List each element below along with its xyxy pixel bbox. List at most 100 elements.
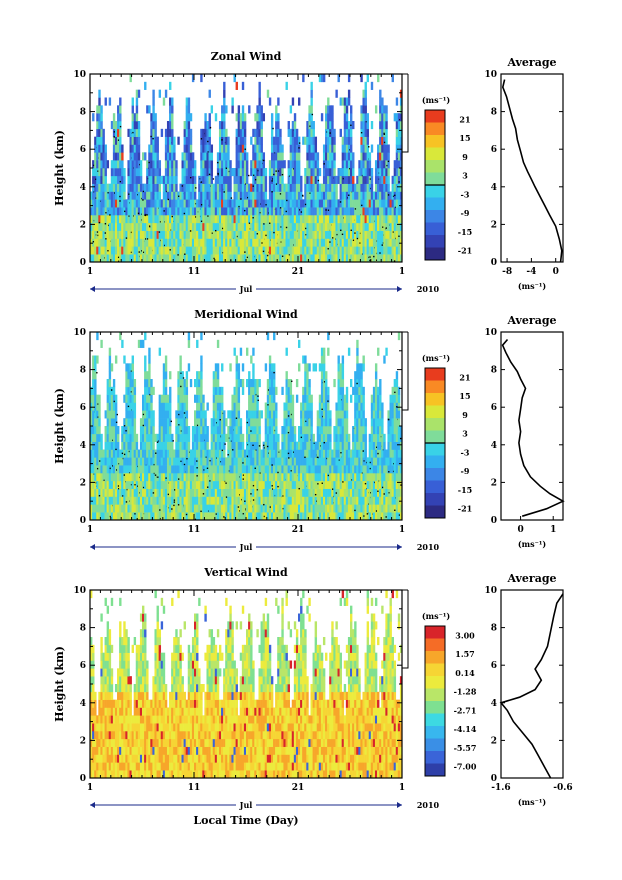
heatmap-cell bbox=[254, 418, 256, 426]
heatmap-cell bbox=[223, 504, 225, 512]
heatmap-cell bbox=[223, 90, 225, 98]
heatmap-cell bbox=[258, 215, 260, 223]
heatmap-cell bbox=[161, 489, 163, 497]
heatmap-cell bbox=[321, 113, 323, 121]
heatmap-cell bbox=[154, 152, 156, 160]
heatmap-cell bbox=[169, 512, 171, 520]
heatmap-cell bbox=[271, 457, 273, 465]
heatmap-cell bbox=[331, 199, 333, 207]
stipple-dot bbox=[253, 485, 254, 486]
heatmap-cell bbox=[113, 207, 115, 215]
heatmap-cell bbox=[306, 176, 308, 184]
heatmap-cell bbox=[186, 418, 188, 426]
heatmap-cell bbox=[310, 231, 312, 239]
heatmap-cell bbox=[306, 160, 308, 168]
heatmap-cell bbox=[154, 168, 156, 176]
colorbar-segment bbox=[425, 235, 445, 248]
heatmap-cell bbox=[242, 442, 244, 450]
heatmap-cell bbox=[242, 473, 244, 481]
heatmap-cell bbox=[109, 450, 111, 458]
stipple-dot bbox=[128, 194, 129, 195]
heatmap-cell bbox=[209, 152, 211, 160]
heatmap-cell bbox=[202, 410, 204, 418]
heatmap-cell bbox=[344, 129, 346, 137]
heatmap-cell bbox=[198, 192, 200, 200]
heatmap-cell bbox=[113, 223, 115, 231]
heatmap-cell bbox=[288, 192, 290, 200]
heatmap-cell bbox=[308, 387, 310, 395]
heatmap-cell bbox=[182, 246, 184, 254]
heatmap-cell bbox=[171, 481, 173, 489]
heatmap-cell bbox=[163, 426, 165, 434]
heatmap-cell bbox=[306, 387, 308, 395]
stipple-dot bbox=[280, 193, 281, 194]
heatmap-cell bbox=[263, 246, 265, 254]
heatmap-cell bbox=[379, 121, 381, 129]
heatmap-cell bbox=[217, 379, 219, 387]
heatmap-cell bbox=[321, 481, 323, 489]
heatmap-cell bbox=[250, 356, 252, 364]
heatmap-cell bbox=[327, 121, 329, 129]
heatmap-cell bbox=[292, 465, 294, 473]
heatmap-cell bbox=[117, 168, 119, 176]
heatmap-cell bbox=[132, 363, 134, 371]
heatmap-cell bbox=[298, 98, 300, 106]
heatmap-cell bbox=[138, 168, 140, 176]
heatmap-cell bbox=[275, 137, 277, 145]
heatmap-cell bbox=[136, 168, 138, 176]
heatmap-cell bbox=[136, 129, 138, 137]
heatmap-cell bbox=[121, 239, 123, 247]
stipple-dot bbox=[312, 114, 313, 115]
heatmap-cell bbox=[265, 434, 267, 442]
heatmap-cell bbox=[277, 176, 279, 184]
heatmap-cell bbox=[290, 504, 292, 512]
heatmap-cell bbox=[265, 223, 267, 231]
heatmap-cell bbox=[350, 152, 352, 160]
heatmap-cell bbox=[175, 254, 177, 262]
heatmap-cell bbox=[236, 207, 238, 215]
heatmap-cell bbox=[167, 129, 169, 137]
heatmap-cell bbox=[263, 457, 265, 465]
heatmap-cell bbox=[236, 113, 238, 121]
heatmap-cell bbox=[229, 223, 231, 231]
heatmap-cell bbox=[246, 192, 248, 200]
heatmap-cell bbox=[286, 442, 288, 450]
heatmap-cell bbox=[242, 489, 244, 497]
heatmap-cell bbox=[163, 481, 165, 489]
heatmap-cell bbox=[196, 512, 198, 520]
heatmap-cell bbox=[171, 105, 173, 113]
heatmap-cell bbox=[142, 340, 144, 348]
heatmap-cell bbox=[238, 379, 240, 387]
heatmap-cell bbox=[92, 246, 94, 254]
heatmap-cell bbox=[271, 113, 273, 121]
heatmap-cell bbox=[113, 168, 115, 176]
heatmap-cell bbox=[290, 426, 292, 434]
heatmap-cell bbox=[182, 207, 184, 215]
heatmap-cell bbox=[325, 145, 327, 153]
heatmap-cell bbox=[217, 176, 219, 184]
heatmap-cell bbox=[130, 176, 132, 184]
heatmap-cell bbox=[258, 473, 260, 481]
heatmap-cell bbox=[238, 192, 240, 200]
heatmap-cell bbox=[157, 489, 159, 497]
heatmap-cell bbox=[211, 168, 213, 176]
heatmap-cell bbox=[223, 450, 225, 458]
heatmap-cell bbox=[196, 481, 198, 489]
heatmap-cell bbox=[190, 481, 192, 489]
heatmap-cell bbox=[383, 113, 385, 121]
heatmap-cell bbox=[234, 223, 236, 231]
heatmap-cell bbox=[219, 387, 221, 395]
heatmap-cell bbox=[313, 152, 315, 160]
heatmap-cell bbox=[188, 168, 190, 176]
heatmap-cell bbox=[234, 504, 236, 512]
colorbar-label: -21 bbox=[458, 246, 472, 256]
heatmap-cell bbox=[398, 199, 400, 207]
heatmap-cell bbox=[142, 465, 144, 473]
heatmap-cell bbox=[325, 473, 327, 481]
heatmap-cell bbox=[365, 223, 367, 231]
heatmap-cell bbox=[229, 489, 231, 497]
heatmap-cell bbox=[258, 129, 260, 137]
heatmap-cell bbox=[302, 465, 304, 473]
heatmap-cell bbox=[358, 192, 360, 200]
heatmap-cell bbox=[167, 473, 169, 481]
